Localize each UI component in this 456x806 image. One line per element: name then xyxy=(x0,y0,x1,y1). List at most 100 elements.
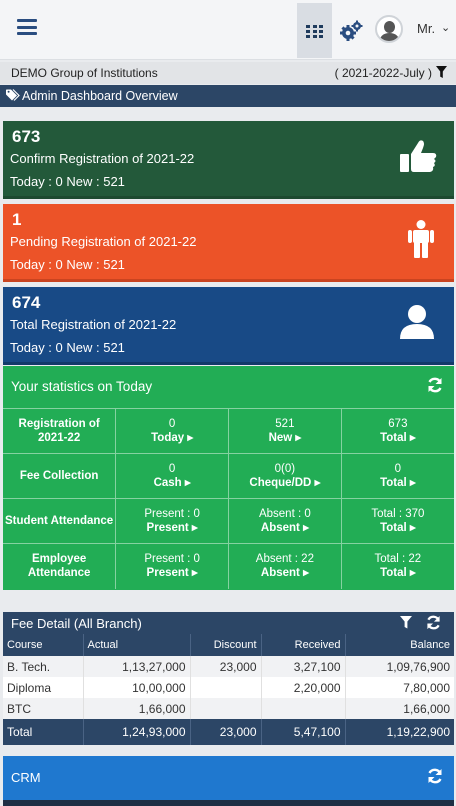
table-cell: 5,47,100 xyxy=(260,719,345,745)
stats-cell[interactable]: 521 New ▸ xyxy=(228,408,342,454)
cell-value: Present : 0 xyxy=(144,553,200,566)
cell-link[interactable]: Total ▸ xyxy=(380,477,416,489)
refresh-icon[interactable] xyxy=(427,377,443,393)
column-header: Received xyxy=(260,634,345,656)
page-title: Admin Dashboard Overview xyxy=(22,89,178,103)
stats-row-registration: Registration of 2021-22 0 Today ▸ 521 New … xyxy=(3,408,454,454)
thumbs-up-icon xyxy=(400,140,437,172)
stats-cell[interactable]: 0 Cash ▸ xyxy=(115,453,229,499)
stats-cell[interactable]: Present : 0 Present ▸ xyxy=(115,498,229,544)
table-cell: 2,20,000 xyxy=(260,677,345,698)
refresh-icon[interactable] xyxy=(427,768,443,784)
table-cell: 23,000 xyxy=(189,656,261,677)
card-count: 1 xyxy=(12,210,22,229)
cell-link[interactable]: Cheque/DD ▸ xyxy=(249,477,321,489)
chevron-down-icon[interactable]: ⌄ xyxy=(441,22,451,34)
tags-icon xyxy=(6,89,20,101)
crm-table-header-strip xyxy=(3,800,454,806)
user-name[interactable]: Mr. xyxy=(417,21,436,36)
table-cell: Diploma xyxy=(7,680,52,695)
panel-title: Your statistics on Today xyxy=(11,379,153,394)
fee-detail-panel: Fee Detail (All Branch) Course Actual Di… xyxy=(3,612,454,745)
hamburger-icon[interactable] xyxy=(17,19,37,35)
cell-link[interactable]: Cash ▸ xyxy=(153,477,191,489)
column-header: Discount xyxy=(189,634,261,656)
table-cell: Total xyxy=(3,719,83,745)
apps-button[interactable] xyxy=(297,3,332,58)
cell-link[interactable]: Today ▸ xyxy=(151,432,194,444)
cell-link[interactable]: Total ▸ xyxy=(380,567,416,580)
fee-panel-header: Fee Detail (All Branch) xyxy=(3,612,454,634)
avatar[interactable] xyxy=(375,15,403,43)
refresh-icon[interactable] xyxy=(426,615,441,630)
table-cell: 7,80,000 xyxy=(344,677,454,698)
table-cell xyxy=(260,698,345,719)
cell-value: 0 xyxy=(168,418,176,430)
stats-cell[interactable]: Total : 370 Total ▸ xyxy=(340,498,454,544)
cell-link[interactable]: Total ▸ xyxy=(380,432,416,444)
stats-cell[interactable]: Total : 22 Total ▸ xyxy=(340,543,454,589)
cell-link[interactable]: Absent ▸ xyxy=(260,522,309,534)
cell-value: 0 xyxy=(168,463,176,475)
card-subtext: Today : 0 New : 521 xyxy=(10,257,125,272)
pending-registration-card[interactable]: 1 Pending Registration of 2021-22 Today … xyxy=(3,204,454,282)
stats-row-student-attendance: Student Attendance Present : 0 Present ▸ … xyxy=(3,498,454,544)
stats-cell[interactable]: 0 Total ▸ xyxy=(340,453,454,499)
cell-value: 521 xyxy=(275,418,295,430)
cell-value: 0 xyxy=(394,463,402,475)
row-label: Employee Attendance xyxy=(27,553,91,580)
total-registration-card[interactable]: 674 Total Registration of 2021-22 Today … xyxy=(3,287,454,365)
institution-bar: DEMO Group of Institutions ( 2021-2022-J… xyxy=(0,62,456,84)
stats-cell[interactable]: Present : 0 Present ▸ xyxy=(115,543,229,589)
panel-title: Fee Detail (All Branch) xyxy=(11,616,142,631)
cell-value: Total : 22 xyxy=(374,553,422,566)
card-label: Pending Registration of 2021-22 xyxy=(10,234,197,249)
table-header-row: Course Actual Discount Received Balance xyxy=(3,634,454,656)
table-total-row: Total 1,24,93,000 23,000 5,47,100 1,19,2… xyxy=(3,719,454,745)
cell-link[interactable]: Absent ▸ xyxy=(260,567,309,580)
stats-cell[interactable]: Absent : 0 Absent ▸ xyxy=(228,498,342,544)
cell-link[interactable]: Present ▸ xyxy=(146,567,198,580)
table-cell: BTC xyxy=(3,698,83,719)
stats-row-employee-attendance: Employee Attendance Present : 0 Present ▸… xyxy=(3,543,454,589)
statistics-panel: Your statistics on Today Registration of… xyxy=(3,366,454,590)
table-cell: 10,00,000 xyxy=(82,677,190,698)
person-icon xyxy=(408,220,434,258)
panel-title: CRM xyxy=(11,770,41,785)
statistics-table: Registration of 2021-22 0 Today ▸ 521 New … xyxy=(3,408,454,589)
stats-row-fee-collection: Fee Collection 0 Cash ▸ 0(0) Cheque/DD ▸ 0… xyxy=(3,453,454,499)
stats-cell[interactable]: 0 Today ▸ xyxy=(115,408,229,454)
card-subtext: Today : 0 New : 521 xyxy=(10,340,125,355)
cell-value: Absent : 0 xyxy=(258,508,311,520)
cell-value: Total : 370 xyxy=(371,508,425,520)
table-cell: 1,19,22,900 xyxy=(344,719,454,745)
table-row: BTC 1,66,000 1,66,000 xyxy=(3,698,454,719)
stats-cell[interactable]: 0(0) Cheque/DD ▸ xyxy=(228,453,342,499)
fee-table: Course Actual Discount Received Balance … xyxy=(3,634,454,745)
card-subtext: Today : 0 New : 521 xyxy=(10,174,125,189)
row-label: Registration of 2021-22 xyxy=(18,418,100,444)
filter-icon[interactable] xyxy=(400,616,412,629)
cell-value: Absent : 22 xyxy=(255,553,314,566)
top-navbar: Mr. ⌄ xyxy=(0,0,456,60)
confirm-registration-card[interactable]: 673 Confirm Registration of 2021-22 Toda… xyxy=(3,121,454,199)
stats-cell[interactable]: 673 Total ▸ xyxy=(340,408,454,454)
column-header: Actual xyxy=(82,634,190,656)
table-cell: 1,66,000 xyxy=(82,698,190,719)
table-cell: 1,66,000 xyxy=(344,698,454,719)
table-cell: 1,24,93,000 xyxy=(82,719,190,745)
table-cell xyxy=(189,698,261,719)
cell-link[interactable]: Total ▸ xyxy=(380,522,416,534)
card-label: Confirm Registration of 2021-22 xyxy=(10,151,195,166)
cell-link[interactable]: Present ▸ xyxy=(146,522,198,534)
column-header: Course xyxy=(3,634,83,656)
cell-value: 0(0) xyxy=(274,463,296,475)
table-row: B. Tech. 1,13,27,000 23,000 3,27,100 1,0… xyxy=(3,656,454,677)
cell-link[interactable]: New ▸ xyxy=(268,432,302,444)
stats-cell[interactable]: Absent : 22 Absent ▸ xyxy=(228,543,342,589)
card-label: Total Registration of 2021-22 xyxy=(10,317,177,332)
session-label[interactable]: ( 2021-2022-July ) xyxy=(334,66,432,80)
filter-icon[interactable] xyxy=(436,66,447,79)
gears-icon[interactable] xyxy=(339,20,363,42)
institution-name: DEMO Group of Institutions xyxy=(11,66,158,80)
